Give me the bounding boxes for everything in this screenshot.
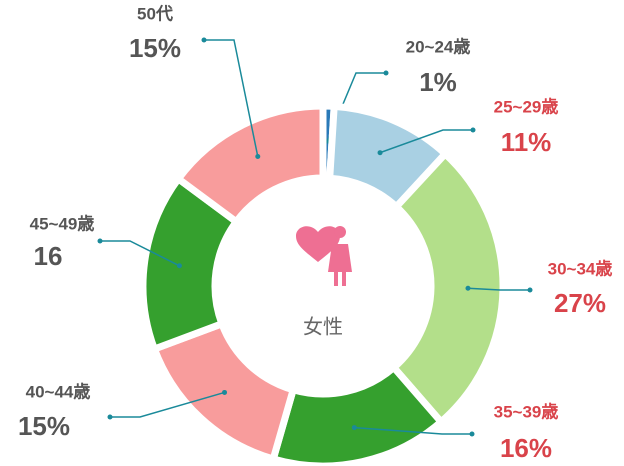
category-label: 35~39歳 (494, 401, 559, 421)
category-label: 45~49歳 (30, 213, 95, 233)
leader-dot (107, 414, 113, 420)
leader-line (110, 391, 225, 418)
value-label: 11% (501, 127, 552, 157)
value-label: 15% (18, 411, 70, 441)
value-label: 16% (500, 433, 552, 463)
leader-dot (377, 150, 383, 156)
leader-line (354, 426, 472, 435)
leader-dot (351, 425, 357, 431)
leader-line (467, 287, 530, 291)
donut-segment (174, 102, 327, 226)
leader-dot (383, 70, 389, 76)
leader-dot (222, 389, 228, 395)
leader-dot (176, 263, 182, 269)
leader-line (379, 129, 473, 154)
leader-dot (470, 127, 476, 133)
leader-dot (97, 238, 103, 244)
center-icon (296, 226, 352, 286)
leader-line (204, 39, 259, 157)
center-label: 女性 (303, 315, 343, 338)
value-label: 16 (34, 241, 63, 271)
category-label: 30~34歳 (548, 258, 613, 278)
value-label: 27% (554, 288, 606, 318)
category-label: 25~29歳 (494, 96, 559, 116)
leader-dot (465, 285, 471, 291)
category-label: 50代 (137, 3, 173, 23)
category-label: 40~44歳 (26, 381, 91, 401)
leader-line (100, 240, 180, 267)
leader-dot (255, 153, 261, 159)
category-label: 20~24歳 (406, 36, 471, 56)
donut-segment (390, 150, 507, 426)
leader-dot (201, 37, 207, 43)
leader-dot (527, 287, 533, 293)
leader-dot (469, 431, 475, 437)
value-label: 15% (129, 33, 181, 63)
value-label: 1% (419, 67, 457, 97)
